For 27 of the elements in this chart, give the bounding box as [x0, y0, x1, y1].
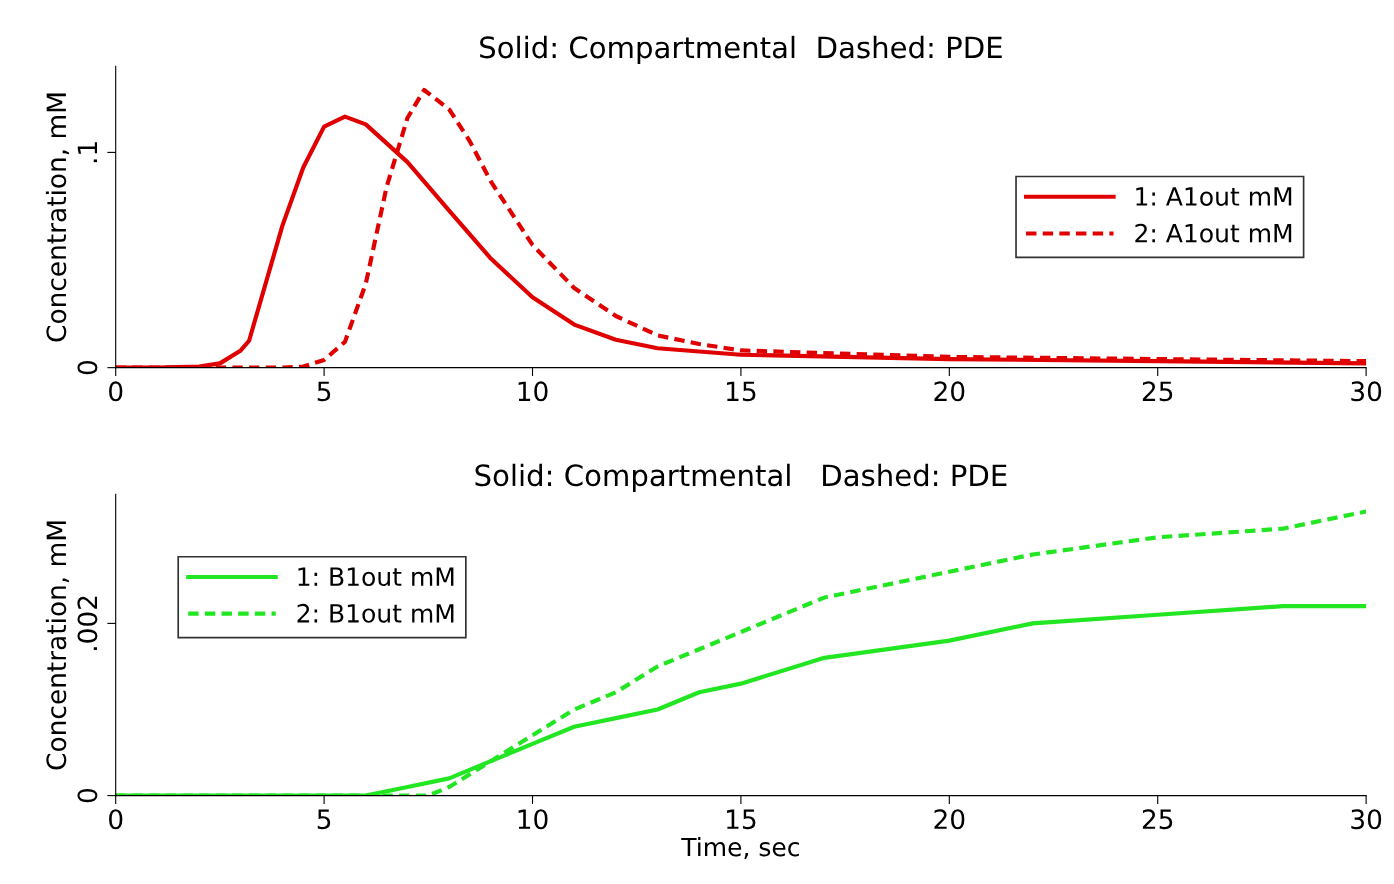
chart-title: Solid: Compartmental Dashed: PDE	[475, 463, 1007, 492]
y-tick-label: 0	[77, 361, 98, 375]
x-tick-label: 0	[109, 381, 123, 402]
x-axis-title: Time, sec	[681, 837, 799, 860]
y-tick-label: .1	[77, 142, 98, 163]
x-tick-label: 30	[1351, 381, 1382, 402]
chart-title: Solid: Compartmental Dashed: PDE	[480, 35, 1002, 65]
x-tick-label: 0	[109, 809, 123, 830]
x-tick-label: 20	[934, 809, 965, 830]
x-tick-label: 5	[317, 381, 331, 402]
x-tick-label: 25	[1142, 381, 1173, 402]
legend-label: 2: B1out mM	[297, 603, 454, 623]
x-tick-label: 20	[934, 381, 965, 402]
x-tick-label: 10	[518, 381, 548, 402]
legend-label: 1: B1out mM	[298, 567, 454, 587]
y-tick-label: 0	[77, 788, 98, 803]
x-tick-label: 15	[727, 809, 756, 830]
x-tick-label: 15	[727, 381, 756, 402]
x-tick-label: 10	[518, 809, 548, 830]
x-tick-label: 25	[1142, 809, 1173, 830]
y-axis-title: Concentration, mM	[45, 521, 69, 770]
y-tick-label: .002	[77, 596, 98, 650]
legend-label: 2: A1out mM	[1135, 223, 1292, 243]
y-axis-title: Concentration, mM	[45, 93, 69, 342]
x-tick-label: 5	[317, 809, 331, 830]
x-tick-label: 30	[1351, 809, 1382, 830]
legend-label: 1: A1out mM	[1136, 187, 1292, 206]
